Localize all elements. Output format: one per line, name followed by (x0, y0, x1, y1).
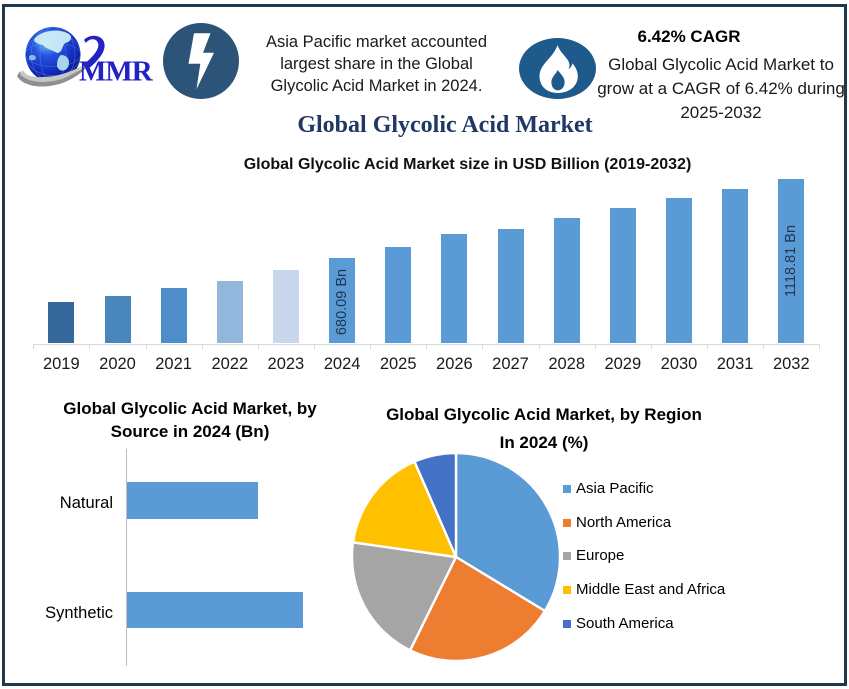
svg-text:MMR: MMR (79, 56, 154, 88)
